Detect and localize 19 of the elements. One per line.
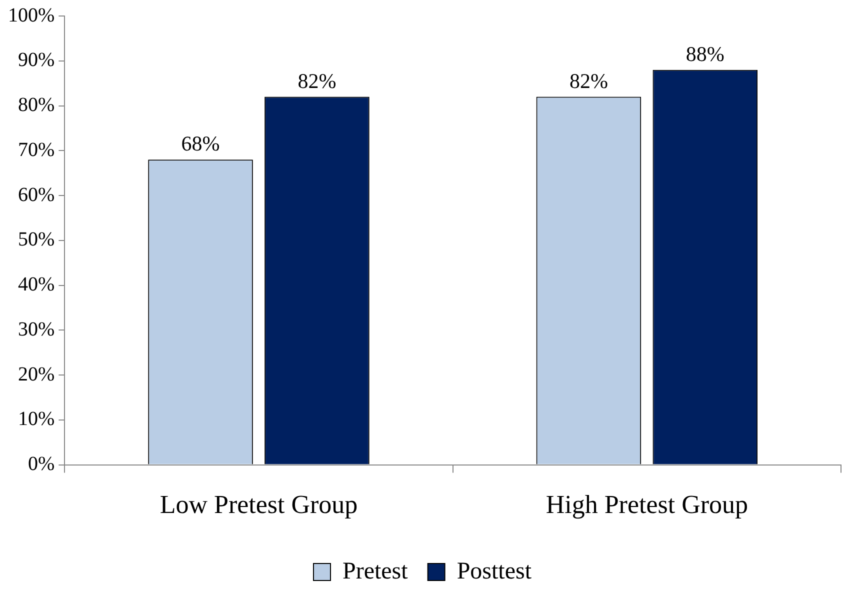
y-tick-label: 10% bbox=[18, 408, 55, 430]
x-tick-label: High Pretest Group bbox=[546, 490, 748, 520]
y-tick-label: 0% bbox=[28, 453, 55, 476]
y-tick-label: 90% bbox=[18, 49, 55, 72]
y-tick-label: 100% bbox=[8, 4, 55, 26]
y-tick-label: 70% bbox=[18, 138, 55, 161]
y-tick-label: 50% bbox=[18, 228, 55, 251]
data-label: 82% bbox=[569, 68, 608, 93]
legend-label: Pretest bbox=[342, 558, 408, 584]
data-label: 88% bbox=[686, 42, 724, 66]
y-tick-label: 60% bbox=[18, 184, 55, 206]
y-tick-label: 40% bbox=[18, 274, 55, 296]
data-label: 82% bbox=[298, 68, 336, 93]
y-tick-label: 30% bbox=[18, 318, 55, 340]
data-label: 68% bbox=[181, 132, 220, 156]
legend-label: Posttest bbox=[456, 558, 532, 584]
y-tick-label: 80% bbox=[18, 94, 55, 116]
x-tick-label: Low Pretest Group bbox=[160, 490, 358, 520]
y-tick-label: 20% bbox=[18, 363, 55, 386]
